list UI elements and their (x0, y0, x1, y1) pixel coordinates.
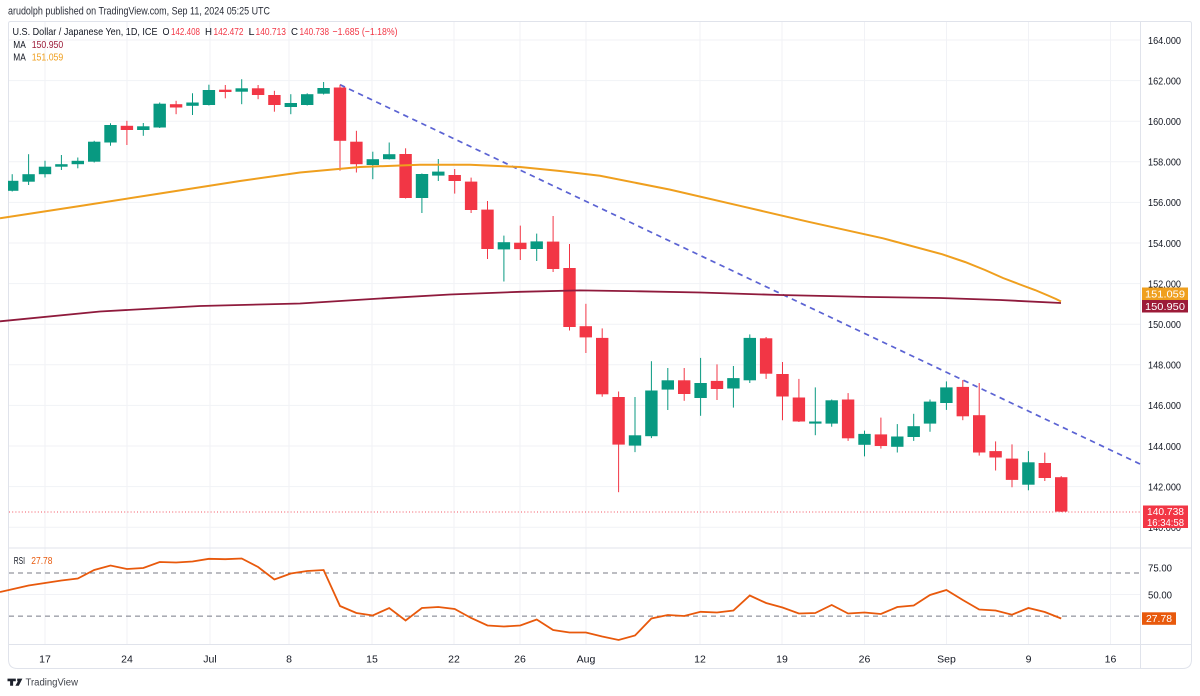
svg-text:148.000: 148.000 (1148, 360, 1181, 372)
svg-text:151.059: 151.059 (1145, 288, 1185, 300)
svg-text:TradingView: TradingView (26, 677, 79, 688)
svg-text:22: 22 (448, 654, 460, 666)
svg-text:150.950: 150.950 (32, 39, 64, 51)
svg-text:L: L (249, 26, 255, 38)
svg-text:12: 12 (694, 654, 706, 666)
svg-text:162.000: 162.000 (1148, 75, 1181, 87)
svg-text:140.738: 140.738 (1147, 506, 1184, 518)
svg-text:9: 9 (1026, 654, 1032, 666)
svg-text:154.000: 154.000 (1148, 238, 1181, 250)
svg-text:158.000: 158.000 (1148, 157, 1181, 169)
svg-text:U.S. Dollar / Japanese Yen, 1D: U.S. Dollar / Japanese Yen, 1D, ICE (13, 26, 158, 38)
svg-text:16:34:58: 16:34:58 (1147, 517, 1184, 529)
svg-text:17: 17 (39, 654, 51, 666)
svg-text:142.472: 142.472 (214, 26, 244, 38)
svg-text:151.059: 151.059 (32, 51, 64, 63)
svg-text:MA: MA (13, 51, 25, 63)
svg-text:8: 8 (286, 654, 292, 666)
svg-text:RSI: RSI (14, 555, 25, 567)
svg-text:50.00: 50.00 (1148, 589, 1172, 601)
svg-text:142.408: 142.408 (171, 26, 200, 38)
svg-text:26: 26 (514, 654, 526, 666)
svg-text:164.000: 164.000 (1148, 35, 1181, 47)
svg-text:H: H (205, 26, 212, 38)
svg-text:146.000: 146.000 (1148, 400, 1181, 412)
svg-text:−1.685 (−1.18%): −1.685 (−1.18%) (333, 26, 398, 38)
svg-text:160.000: 160.000 (1148, 116, 1181, 128)
svg-text:152.000: 152.000 (1148, 278, 1181, 290)
svg-text:150.950: 150.950 (1145, 301, 1185, 313)
svg-text:MA: MA (13, 39, 25, 51)
svg-text:140.713: 140.713 (256, 26, 287, 38)
svg-text:16: 16 (1105, 654, 1117, 666)
svg-text:Jul: Jul (203, 654, 216, 666)
svg-text:142.000: 142.000 (1148, 481, 1181, 493)
svg-text:arudolph published on TradingV: arudolph published on TradingView.com, S… (8, 6, 270, 18)
svg-text:24: 24 (121, 654, 133, 666)
svg-text:15: 15 (366, 654, 378, 666)
svg-text:150.000: 150.000 (1148, 319, 1181, 331)
svg-text:O: O (163, 26, 170, 38)
svg-text:140.738: 140.738 (300, 26, 330, 38)
svg-text:Aug: Aug (577, 654, 596, 666)
svg-text:26: 26 (859, 654, 871, 666)
svg-text:27.78: 27.78 (31, 555, 52, 567)
svg-text:144.000: 144.000 (1148, 441, 1181, 453)
svg-text:C: C (291, 26, 298, 38)
svg-text:19: 19 (776, 654, 788, 666)
svg-text:Sep: Sep (937, 654, 956, 666)
svg-text:27.78: 27.78 (1146, 613, 1172, 625)
svg-text:156.000: 156.000 (1148, 197, 1181, 209)
svg-text:75.00: 75.00 (1148, 562, 1172, 574)
